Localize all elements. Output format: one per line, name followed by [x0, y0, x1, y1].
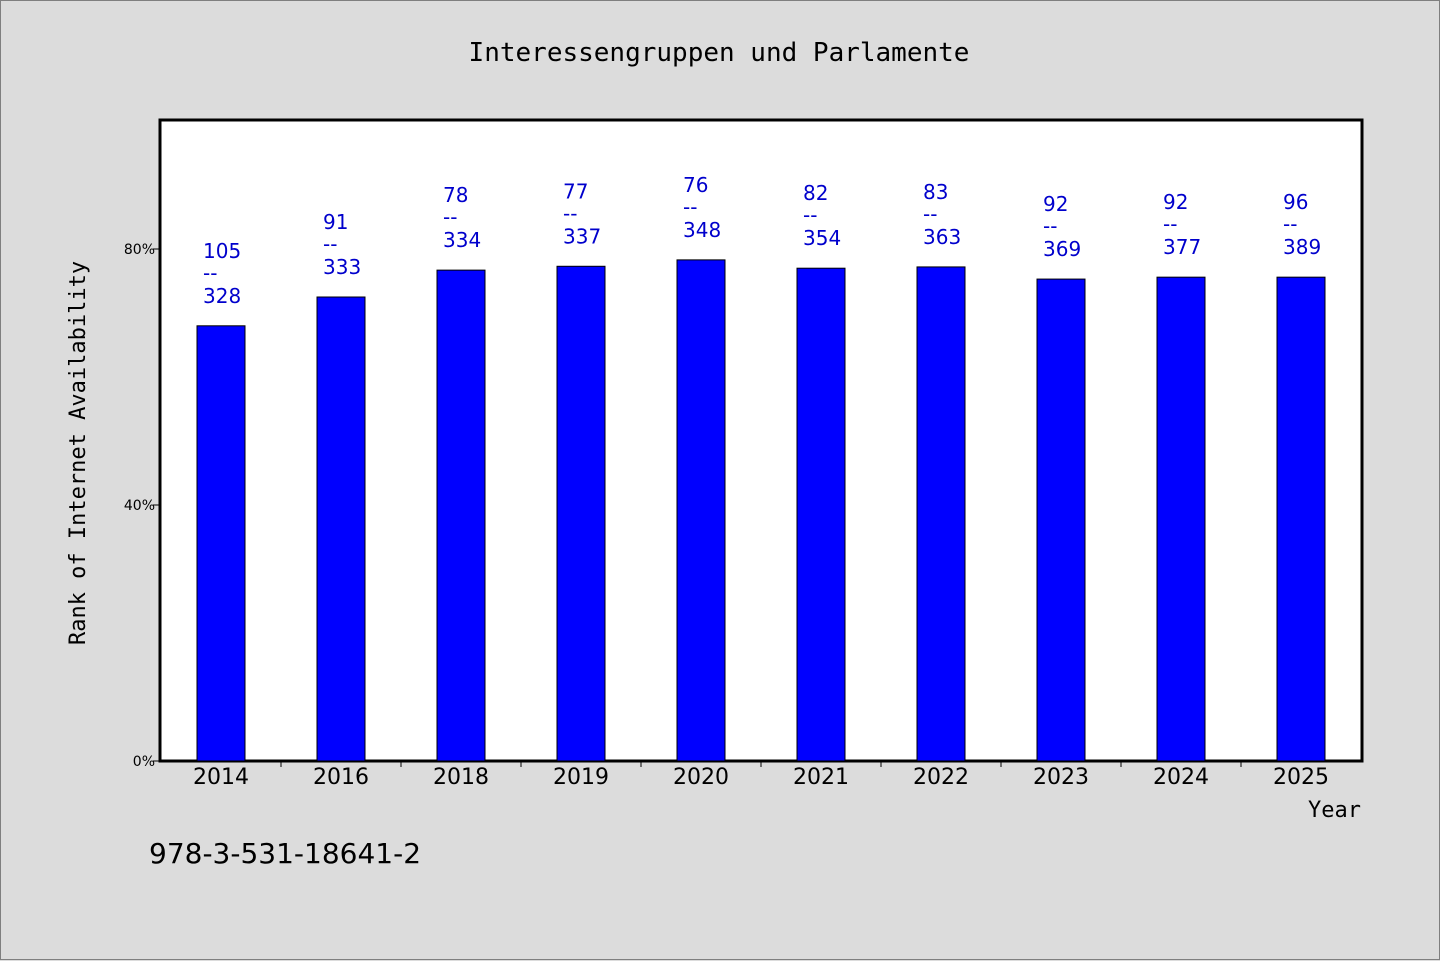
x-axis-title: Year [1308, 798, 1361, 823]
bar-label-denominator: 354 [803, 226, 841, 250]
y-axis-title: Rank of Internet Availability [66, 261, 91, 645]
bar-label-separator: -- [563, 201, 577, 225]
bar-label-numerator: 82 [803, 181, 828, 205]
bar-2018 [436, 269, 486, 762]
bar-2014 [196, 325, 246, 762]
bar-label-numerator: 77 [563, 179, 588, 203]
bar-label-denominator: 328 [203, 284, 241, 308]
bar-label-denominator: 369 [1043, 237, 1081, 261]
bar-label-numerator: 92 [1163, 190, 1188, 214]
bar-label-numerator: 78 [443, 183, 468, 207]
bar-2021 [796, 267, 846, 762]
bar-label-denominator: 389 [1283, 235, 1321, 259]
bar-label-separator: -- [323, 232, 337, 256]
bar-label-denominator: 377 [1163, 235, 1201, 259]
bar-2019 [556, 265, 606, 762]
bar-label-denominator: 363 [923, 225, 961, 249]
bars-group [196, 259, 1326, 762]
bar-label-separator: -- [1043, 214, 1057, 238]
x-tick-label: 2022 [913, 765, 969, 790]
bar-label-denominator: 334 [443, 228, 481, 252]
bar-label-numerator: 105 [203, 239, 241, 263]
x-tick-label: 2024 [1153, 765, 1209, 790]
bar-label-separator: -- [683, 195, 697, 219]
bar-label-numerator: 76 [683, 173, 708, 197]
bar-2024 [1156, 276, 1206, 762]
bar-2023 [1036, 278, 1086, 762]
bar-label-separator: -- [923, 202, 937, 226]
bar-label-denominator: 333 [323, 255, 361, 279]
bar-label-denominator: 348 [683, 218, 721, 242]
bar-label-separator: -- [1283, 212, 1297, 236]
x-tick-label: 2016 [313, 765, 369, 790]
x-tick-label: 2023 [1033, 765, 1089, 790]
x-tick-label: 2020 [673, 765, 729, 790]
bar-label-separator: -- [203, 261, 217, 285]
bar-label-separator: -- [803, 203, 817, 227]
x-tick-label: 2019 [553, 765, 609, 790]
y-tick-label: 80% [124, 242, 155, 258]
bar-label-denominator: 337 [563, 224, 601, 248]
bar-label-numerator: 83 [923, 180, 948, 204]
x-axis-ticks: 2014 2016 2018 2019 2020 2021 2022 2023 2024 2025 [193, 761, 1329, 790]
bar-2020 [676, 259, 726, 762]
x-tick-label: 2021 [793, 765, 849, 790]
bar-label-numerator: 92 [1043, 192, 1068, 216]
bar-2025 [1276, 276, 1326, 762]
bar-label-numerator: 96 [1283, 190, 1308, 214]
y-tick-label: 40% [124, 498, 155, 514]
x-tick-label: 2014 [193, 765, 249, 790]
x-tick-label: 2018 [433, 765, 489, 790]
bar-2016 [316, 296, 366, 762]
bar-labels-group: 105--32891--33378--33477--33776--34882--… [203, 173, 1321, 308]
bar-2022 [916, 266, 966, 762]
isbn-footnote: 978-3-531-18641-2 [149, 837, 421, 870]
x-tick-label: 2025 [1273, 765, 1329, 790]
chart-title: Interessengruppen und Parlamente [469, 38, 970, 68]
bar-label-numerator: 91 [323, 210, 348, 234]
y-axis-ticks: 0% 40% 80% [124, 242, 161, 770]
y-tick-label: 0% [133, 754, 155, 770]
bar-label-separator: -- [443, 205, 457, 229]
bar-label-separator: -- [1163, 212, 1177, 236]
